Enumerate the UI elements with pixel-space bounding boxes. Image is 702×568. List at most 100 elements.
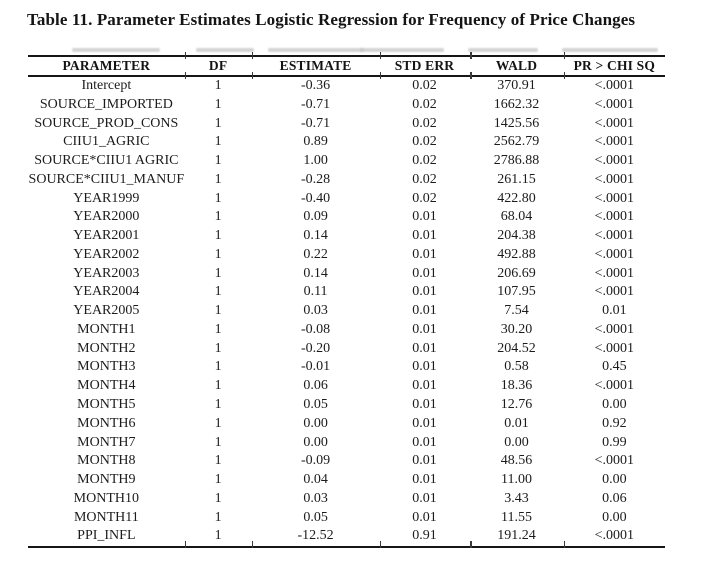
cell-std-err: 0.01 [412,453,437,469]
table-row: MONTH5 1 0.05 0.01 12.76 0.00 [28,396,665,415]
cell-pr-chi-sq: <.0001 [594,96,635,112]
table-row: MONTH4 1 0.06 0.01 18.36 <.0001 [28,377,665,396]
cell-wald: 422.80 [497,190,536,206]
column-header-row: PARAMETER DF ESTIMATE STD ERR WALD PR > CHI S… [28,56,665,77]
cell-df: 1 [214,190,222,206]
cell-df: 1 [214,490,222,506]
table-row: SOURCE*CIIU1 AGRIC 1 1.00 0.02 2786.88 <.0001 [28,152,665,171]
rule-tick [379,541,382,548]
cell-parameter: MONTH3 [77,359,136,375]
table-row: YEAR1999 1 -0.40 0.02 422.80 <.0001 [28,190,665,209]
cell-std-err: 0.01 [412,228,437,244]
cell-parameter: YEAR2004 [73,284,140,300]
cell-pr-chi-sq: <.0001 [594,134,635,150]
cell-parameter: Intercept [81,78,132,93]
cell-estimate: -0.40 [300,190,331,206]
cell-df: 1 [214,228,222,244]
scan-ghost-artifact [196,48,254,52]
cell-pr-chi-sq: <.0001 [594,228,635,244]
data-table: PARAMETER DF ESTIMATE STD ERR WALD PR > CHI S… [28,55,665,549]
column-header-wald: WALD [469,56,564,77]
cell-std-err: 0.01 [412,265,437,281]
cell-std-err: 0.91 [412,528,437,544]
cell-wald: 107.95 [497,284,536,300]
cell-estimate: 0.14 [303,228,328,244]
cell-std-err: 0.01 [412,397,437,413]
cell-std-err: 0.02 [412,78,437,93]
rule-tick [251,541,254,548]
cell-df: 1 [214,340,222,356]
table-row: YEAR2004 1 0.11 0.01 107.95 <.0001 [28,283,665,302]
cell-df: 1 [214,78,222,93]
cell-std-err: 0.01 [412,303,437,319]
cell-parameter: YEAR2003 [73,265,140,281]
cell-estimate: 0.06 [303,378,328,394]
cell-pr-chi-sq: <.0001 [594,378,635,394]
table-row: MONTH11 1 0.05 0.01 11.55 0.00 [28,509,665,528]
cell-pr-chi-sq: <.0001 [594,284,635,300]
cell-pr-chi-sq: <.0001 [594,321,635,337]
cell-std-err: 0.02 [412,96,437,112]
cell-pr-chi-sq: <.0001 [594,115,635,131]
table-header: PARAMETER DF ESTIMATE STD ERR WALD PR > CHI S… [28,56,665,77]
cell-std-err: 0.01 [412,359,437,375]
cell-parameter: MONTH1 [77,321,136,337]
rule-tick [184,52,187,59]
table-row: SOURCE_PROD_CONS 1 -0.71 0.02 1425.56 <.0001 [28,115,665,134]
cell-parameter: PPI_INFL [77,528,136,544]
cell-parameter: MONTH11 [73,509,139,525]
cell-pr-chi-sq: <.0001 [594,153,635,169]
scan-ghost-artifact [562,48,658,52]
cell-std-err: 0.01 [412,209,437,225]
rule-tick [470,52,472,59]
cell-parameter: YEAR1999 [73,190,140,206]
column-header-pr-chi-sq: PR > CHI SQ [563,56,665,77]
cell-wald: 3.43 [504,490,529,506]
cell-pr-chi-sq: 0.01 [602,303,627,319]
rule-tick [184,72,187,79]
cell-estimate: -0.09 [300,453,331,469]
scan-ghost-artifact [360,48,444,52]
cell-df: 1 [214,209,222,225]
cell-parameter: MONTH4 [77,378,136,394]
cell-df: 1 [214,472,222,488]
cell-std-err: 0.01 [412,378,437,394]
cell-estimate: -0.36 [300,78,331,93]
cell-df: 1 [214,321,222,337]
cell-parameter: YEAR2005 [73,303,140,319]
cell-wald: 0.00 [504,434,529,450]
cell-df: 1 [214,453,222,469]
cell-wald: 48.56 [500,453,533,469]
rule-tick [563,72,566,79]
cell-pr-chi-sq: <.0001 [594,246,635,262]
cell-df: 1 [214,246,222,262]
rule-tick [470,541,472,548]
rule-tick [563,541,566,548]
column-header-df: DF [184,56,252,77]
table-row: MONTH3 1 -0.01 0.01 0.58 0.45 [28,358,665,377]
cell-std-err: 0.02 [412,190,437,206]
cell-df: 1 [214,303,222,319]
cell-estimate: 0.00 [303,415,328,431]
column-header-estimate: ESTIMATE [251,56,380,77]
cell-std-err: 0.01 [412,472,437,488]
cell-parameter: YEAR2000 [73,209,140,225]
table-title: Table 11. Parameter Estimates Logistic R… [27,10,636,29]
cell-pr-chi-sq: 0.00 [602,472,627,488]
scan-ghost-artifact [468,48,538,52]
cell-estimate: 1.00 [303,153,328,169]
cell-parameter: MONTH2 [77,340,136,356]
cell-estimate: 0.03 [303,490,328,506]
cell-pr-chi-sq: <.0001 [594,453,635,469]
table-row: MONTH9 1 0.04 0.01 11.00 0.00 [28,471,665,490]
cell-df: 1 [214,359,222,375]
cell-wald: 204.38 [497,228,536,244]
cell-pr-chi-sq: <.0001 [594,209,635,225]
cell-df: 1 [214,528,222,544]
cell-parameter: MONTH9 [77,472,136,488]
table-row: MONTH7 1 0.00 0.01 0.00 0.99 [28,434,665,453]
table-row: YEAR2002 1 0.22 0.01 492.88 <.0001 [28,246,665,265]
table-row: SOURCE*CIIU1_MANUF 1 -0.28 0.02 261.15 <.0001 [28,171,665,190]
table-row: YEAR2005 1 0.03 0.01 7.54 0.01 [28,302,665,321]
parameter-estimates-table: PARAMETER DF ESTIMATE STD ERR WALD PR > CHI S… [28,52,665,549]
